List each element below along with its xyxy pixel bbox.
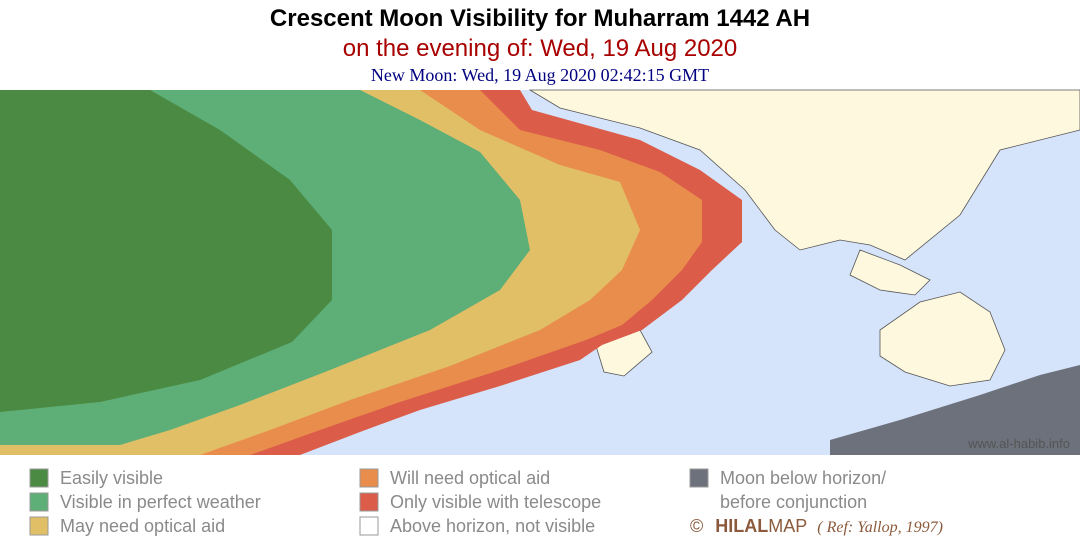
brand: MAP: [768, 516, 807, 536]
land-islands: [849, 249, 931, 296]
zone-easily-visible: [0, 90, 332, 412]
legend-label: before conjunction: [720, 492, 867, 512]
reference: ( Ref: Yallop, 1997): [817, 519, 943, 536]
legend-label: Above horizon, not visible: [390, 516, 595, 536]
legend-label: Only visible with telescope: [390, 492, 601, 512]
legend-label: Easily visible: [60, 468, 163, 488]
legend-swatch: [359, 516, 379, 536]
footer: © HILALMAP ( Ref: Yallop, 1997): [690, 516, 943, 536]
credit: www.al-habib.info: [967, 436, 1070, 451]
legend-label: Visible in perfect weather: [60, 492, 261, 512]
land-australia: [879, 291, 1006, 387]
legend-label: Moon below horizon/: [720, 468, 886, 488]
legend-label: Will need optical aid: [390, 468, 550, 488]
copyright: ©: [690, 516, 703, 536]
legend: Easily visible Visible in perfect weather…: [29, 468, 886, 536]
legend-swatch: [29, 492, 49, 512]
legend-swatch: [359, 492, 379, 512]
title: Crescent Moon Visibility for Muharram 14…: [270, 5, 810, 32]
legend-label: May need optical aid: [60, 516, 225, 536]
new-moon: New Moon: Wed, 19 Aug 2020 02:42:15 GMT: [371, 65, 709, 85]
legend-swatch: [689, 468, 709, 488]
zone-below-horizon: [830, 365, 1080, 455]
land-eurasia: [528, 89, 1080, 261]
legend-swatch: [29, 468, 49, 488]
map: www.al-habib.info: [0, 89, 1080, 455]
brand-bold: HILAL: [715, 516, 768, 536]
legend-swatch: [29, 516, 49, 536]
subtitle: on the evening of: Wed, 19 Aug 2020: [343, 35, 738, 62]
legend-swatch: [359, 468, 379, 488]
